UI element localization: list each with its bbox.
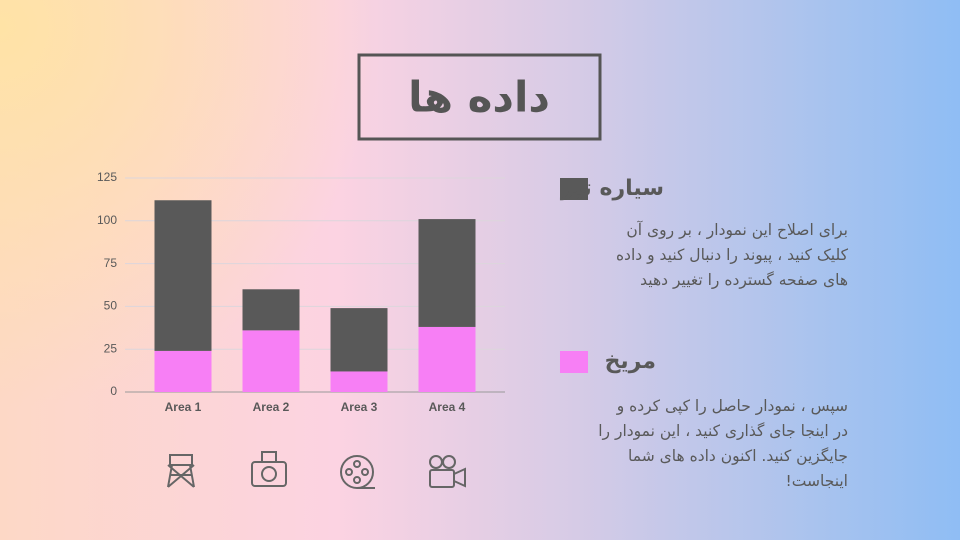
bar-segment <box>154 200 212 351</box>
title-box <box>357 53 602 141</box>
bar-segment <box>242 330 300 392</box>
x-tick-label: Area 1 <box>165 400 202 414</box>
x-tick-label: Area 4 <box>429 400 466 414</box>
legend-note: برای اصلاح این نمودار ، بر روی آن کلیک ک… <box>615 221 848 289</box>
slide-title: داده ها <box>408 73 550 122</box>
bar-segment <box>418 219 476 327</box>
y-tick-label: 100 <box>97 213 117 227</box>
bar-segment <box>330 308 388 372</box>
y-tick-label: 125 <box>97 170 117 184</box>
legend-note: سپس ، نمودار حاصل را کپی کرده و در اینجا… <box>598 397 848 490</box>
y-tick-label: 0 <box>110 384 117 398</box>
y-tick-label: 75 <box>104 256 118 270</box>
bar-segment <box>242 289 300 331</box>
legend-label: مریخ <box>604 349 656 374</box>
x-tick-label: Area 3 <box>341 400 378 414</box>
legend-label: سیاره تیر <box>560 176 664 201</box>
y-tick-label: 25 <box>104 341 118 355</box>
bar-segment <box>154 350 212 392</box>
y-tick-label: 50 <box>104 299 118 313</box>
x-tick-label: Area 2 <box>253 400 290 414</box>
legend-swatch <box>560 178 588 200</box>
legend-swatch <box>560 351 588 373</box>
bar-segment <box>418 326 476 392</box>
bar-segment <box>330 371 388 392</box>
icons <box>167 451 466 489</box>
